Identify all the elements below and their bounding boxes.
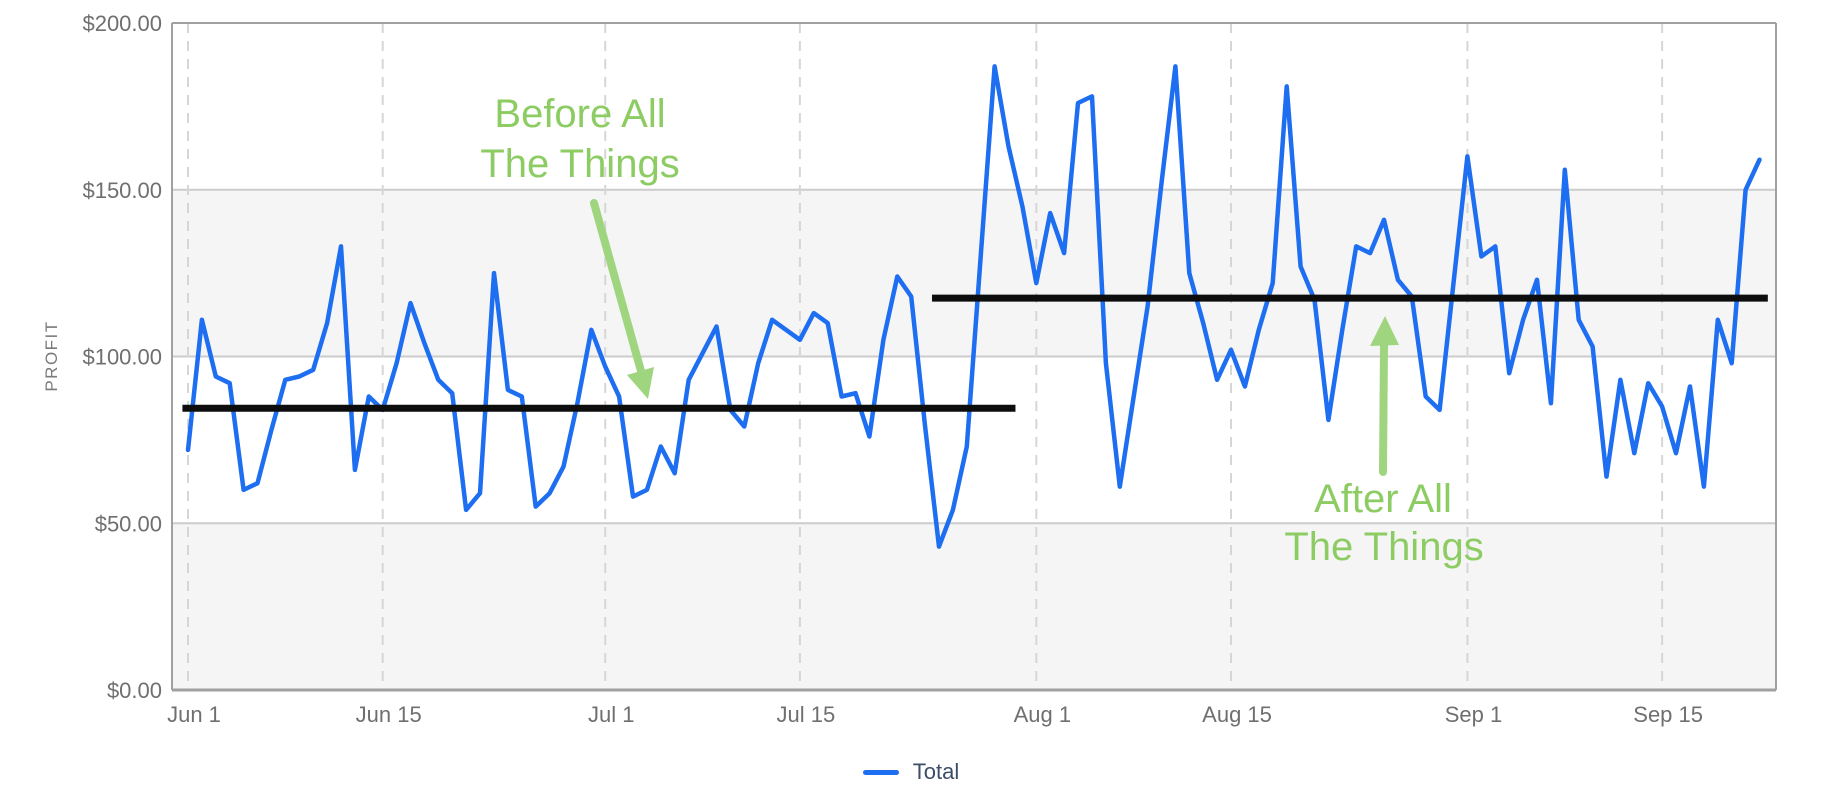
legend: Total [0, 759, 1822, 785]
before-annotation: Before All The Things [480, 92, 680, 399]
band-0-50 [172, 523, 1776, 690]
x-tick-label-jul-15: Jul 15 [777, 702, 836, 727]
legend-series-label: Total [912, 759, 960, 784]
y-tick-label-200: $200.00 [82, 11, 162, 36]
x-tick-label-aug-15: Aug 15 [1202, 702, 1272, 727]
y-axis-tick-labels: $0.00 $50.00 $100.00 $150.00 $200.00 [82, 11, 162, 703]
y-tick-label-150: $150.00 [82, 178, 162, 203]
y-tick-label-0: $0.00 [107, 678, 162, 703]
before-annotation-line1: Before All [494, 92, 665, 136]
plot-borders [171, 22, 1777, 692]
total-series-line [185, 64, 1762, 549]
y-tick-label-100: $100.00 [82, 345, 162, 370]
after-annotation: After All The Things [1284, 316, 1484, 569]
legend-item-total[interactable]: Total [862, 759, 960, 785]
after-annotation-arrow-icon [1370, 316, 1399, 476]
after-annotation-line2: The Things [1284, 525, 1483, 569]
x-tick-label-jul-1: Jul 1 [588, 702, 634, 727]
legend-line-swatch-icon [862, 769, 899, 775]
x-tick-label-sep-15: Sep 15 [1633, 702, 1703, 727]
x-tick-label-sep-1: Sep 1 [1445, 702, 1503, 727]
after-annotation-line1: After All [1314, 477, 1452, 521]
x-axis-tick-labels: Jun 1 Jun 15 Jul 1 Jul 15 Aug 1 Aug 15 Sep 1 Se… [167, 702, 1703, 727]
x-tick-label-aug-1: Aug 1 [1014, 702, 1072, 727]
x-tick-label-jun-15: Jun 15 [356, 702, 422, 727]
vertical-dashed-gridlines [187, 23, 1664, 690]
x-tick-label-jun-1: Jun 1 [167, 702, 221, 727]
y-tick-label-50: $50.00 [95, 511, 162, 536]
zebra-bands [172, 189, 1776, 690]
y-axis-title: PROFIT [42, 320, 61, 391]
series-total-polyline [185, 64, 1762, 549]
before-annotation-line2: The Things [480, 142, 679, 186]
before-annotation-arrow-icon [590, 199, 654, 399]
mean-lines [182, 294, 1768, 412]
